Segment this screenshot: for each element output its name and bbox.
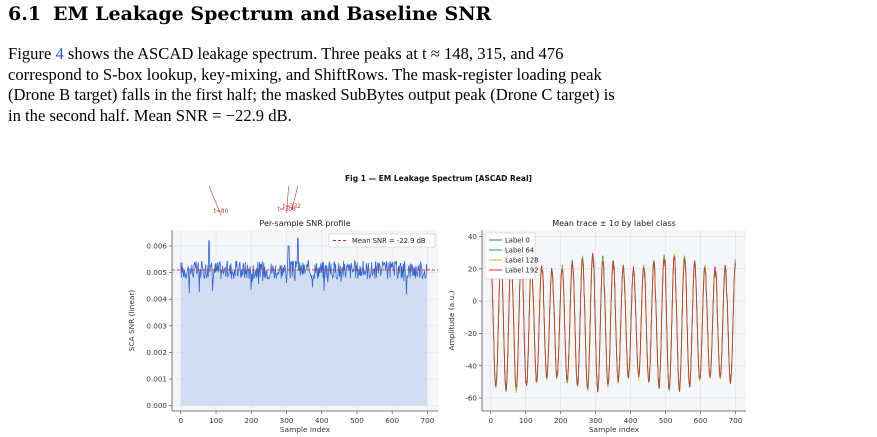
- peak-annotation: t=332: [283, 204, 302, 210]
- y-axis-label: Amplitude (a.u.): [447, 290, 456, 350]
- y-axis-label: SCA SNR (linear): [127, 290, 136, 352]
- paragraph-line-4: in the second half. Mean SNR = −22.9 dB.: [8, 105, 292, 125]
- x-tick-label: 100: [209, 416, 223, 425]
- x-tick-label: 0: [488, 416, 493, 425]
- x-tick-label: 700: [421, 416, 435, 425]
- x-tick-label: 700: [729, 416, 743, 425]
- x-tick-label: 200: [554, 416, 568, 425]
- x-tick-label: 300: [589, 416, 603, 425]
- x-axis-label: Sample index: [280, 425, 331, 434]
- y-tick-label: 20: [468, 264, 478, 273]
- y-tick-label: 0.006: [146, 241, 167, 250]
- legend-label: Label 64: [505, 247, 534, 255]
- y-tick-label: 0.003: [146, 321, 167, 330]
- y-tick-label: 0: [472, 297, 477, 306]
- figure-title: Fig 1 — EM Leakage Spectrum [ASCAD Real]: [345, 174, 532, 183]
- x-tick-label: 500: [350, 416, 364, 425]
- y-tick-label: -60: [465, 394, 477, 403]
- legend-label: Label 128: [505, 257, 538, 265]
- legend: Mean SNR = -22.9 dB: [328, 233, 436, 248]
- legend-label: Label 192: [505, 267, 538, 275]
- snr-series-line: [180, 237, 428, 295]
- figure-reference-link[interactable]: 4: [55, 44, 64, 63]
- paragraph-line-2: correspond to S-box lookup, key-mixing, …: [8, 64, 602, 84]
- x-tick-label: 600: [385, 416, 399, 425]
- annotation-arrow: [286, 186, 289, 214]
- x-axis-label: Sample index: [589, 425, 640, 434]
- x-tick-label: 400: [315, 416, 329, 425]
- panel-title: Mean trace ± 1σ by label class: [552, 219, 676, 228]
- legend: Label 0 Label 64 Label 128 Label 192: [484, 232, 538, 280]
- x-tick-label: 200: [244, 416, 258, 425]
- section-heading: 6.1 EM Leakage Spectrum and Baseline SNR: [8, 3, 491, 25]
- paragraph-text: Figure: [8, 44, 56, 63]
- legend-box: [484, 232, 536, 280]
- y-tick-label: -20: [465, 329, 477, 338]
- section-number: 6.1: [8, 3, 42, 25]
- x-tick-label: 300: [280, 416, 294, 425]
- legend-label: Mean SNR = -22.9 dB: [352, 237, 426, 245]
- x-tick-label: 500: [659, 416, 673, 425]
- snr-profile-panel: 0 100 200 300 400 500 600 700 0.000 0.001 0.002 0.0…: [127, 186, 438, 434]
- x-tick-label: 600: [694, 416, 708, 425]
- paragraph-line-1: Figure 4 shows the ASCAD leakage spectru…: [8, 44, 870, 65]
- y-tick-label: 0.002: [146, 348, 167, 357]
- y-tick-label: 0.005: [146, 268, 167, 277]
- legend-box: [328, 233, 436, 248]
- annotation-arrow: [208, 186, 222, 216]
- y-tick-label: -40: [465, 361, 477, 370]
- section-title: EM Leakage Spectrum and Baseline SNR: [53, 3, 492, 25]
- legend-label: Label 0: [505, 237, 530, 245]
- mean-trace-panel: 0 100 200 300 400 500 600 700 -60 -40 -20 0 20 40 Samp…: [447, 219, 746, 434]
- x-tick-label: 0: [179, 416, 184, 425]
- panel-title: Per-sample SNR profile: [259, 219, 350, 228]
- y-tick-label: 0.001: [146, 375, 167, 384]
- y-tick-label: 40: [468, 232, 478, 241]
- paragraph-line-3: (Drone B target) falls in the first half…: [8, 85, 615, 104]
- body-paragraph: Figure 4 shows the ASCAD leakage spectru…: [8, 44, 870, 126]
- annotation-arrow: [291, 186, 299, 211]
- snr-area-fill: [180, 238, 428, 406]
- figure-panels: 0 100 200 300 400 500 600 7000.0000.0010.0020.0…: [127, 186, 746, 434]
- y-tick-label: 0.000: [146, 401, 167, 410]
- paragraph-text: shows the ASCAD leakage spectrum. Three …: [63, 44, 564, 63]
- x-tick-label: 100: [519, 416, 533, 425]
- peak-annotation: t=80: [214, 209, 229, 215]
- y-tick-label: 0.004: [146, 295, 167, 304]
- x-tick-label: 400: [624, 416, 638, 425]
